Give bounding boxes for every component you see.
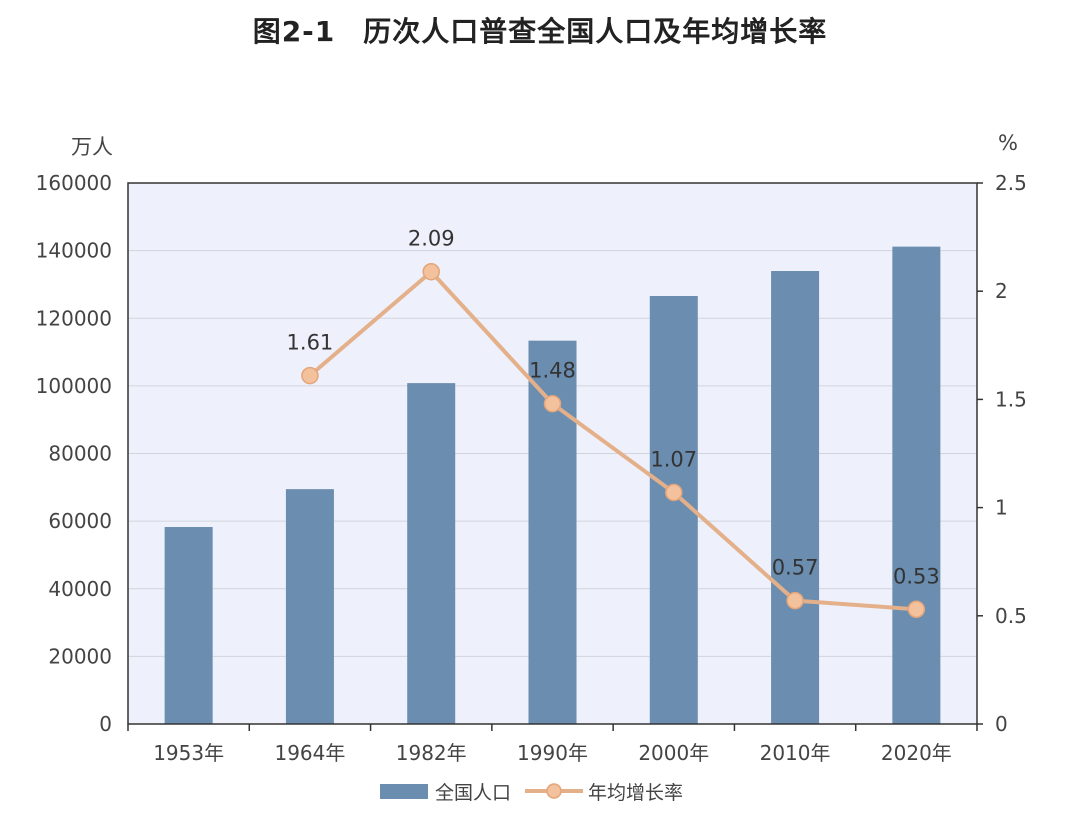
chart-title: 图2-1 历次人口普查全国人口及年均增长率 <box>0 10 1080 50</box>
figure-number: 图2-1 <box>252 15 336 48</box>
y-left-tick-label: 100000 <box>36 374 112 398</box>
legend-line-marker <box>546 783 562 799</box>
bar <box>285 489 334 724</box>
data-label: 0.57 <box>772 556 819 580</box>
y-axis-right: 0 0.5 1 1.5 2 2.5 <box>977 171 1027 736</box>
bar <box>771 271 820 724</box>
bar <box>407 383 456 724</box>
y-left-tick-label: 0 <box>99 712 112 736</box>
data-label: 0.53 <box>893 564 940 588</box>
line-point <box>422 262 440 281</box>
line-point <box>543 394 562 413</box>
legend-line-label: 年均增长率 <box>588 782 683 804</box>
x-tick-label: 1953年 <box>153 741 224 765</box>
x-tick-label: 2000年 <box>638 741 709 765</box>
y-left-tick-label: 80000 <box>48 442 112 466</box>
y-left-unit: 万人 <box>71 135 113 159</box>
bar <box>892 246 941 724</box>
line-point <box>907 600 926 619</box>
y-left-tick-label: 120000 <box>36 306 112 330</box>
y-left-tick-label: 40000 <box>48 577 112 601</box>
y-right-tick-label: 0.5 <box>995 604 1027 628</box>
legend-bar-label: 全国人口 <box>435 782 511 804</box>
data-label: 1.61 <box>287 331 334 355</box>
y-right-tick-label: 2.5 <box>995 171 1027 195</box>
y-right-tick-label: 1.5 <box>995 387 1027 411</box>
data-labels: 1.61 2.09 1.48 1.07 0.57 0.53 <box>287 227 940 589</box>
y-right-tick-label: 0 <box>995 712 1008 736</box>
x-tick-label: 1964年 <box>274 741 345 765</box>
legend: 全国人口 年均增长率 <box>380 782 683 804</box>
x-tick-label: 1990年 <box>517 741 588 765</box>
plot-frame <box>127 182 978 725</box>
x-tick-label: 2010年 <box>760 741 831 765</box>
line-series <box>301 262 926 619</box>
y-left-tick-label: 20000 <box>48 644 112 668</box>
x-tick-label: 1982年 <box>396 741 467 765</box>
y-axis-left: 0 20000 40000 60000 80000 100000 120000 140000 1… <box>36 171 112 736</box>
bar <box>164 527 213 724</box>
y-left-tick-label: 160000 <box>36 171 112 195</box>
x-axis-ticks: 1953年 1964年 1982年 1990年 2000年 2010年 2020年 <box>127 724 978 765</box>
line-point <box>301 366 319 385</box>
legend-bar-swatch <box>380 784 428 799</box>
y-right-unit: % <box>998 131 1018 155</box>
data-label: 1.07 <box>650 447 697 471</box>
x-tick-label: 2020年 <box>881 741 952 765</box>
y-right-tick-label: 1 <box>995 496 1008 520</box>
data-label: 2.09 <box>408 227 455 251</box>
y-left-tick-label: 140000 <box>36 239 112 263</box>
growth-rate-line <box>308 269 917 612</box>
line-point <box>665 483 683 502</box>
bar <box>649 295 698 724</box>
y-left-tick-label: 60000 <box>48 509 112 533</box>
line-point <box>786 591 804 610</box>
y-right-tick-label: 2 <box>995 279 1008 303</box>
title-text: 历次人口普查全国人口及年均增长率 <box>363 15 828 48</box>
data-label: 1.48 <box>529 359 576 383</box>
